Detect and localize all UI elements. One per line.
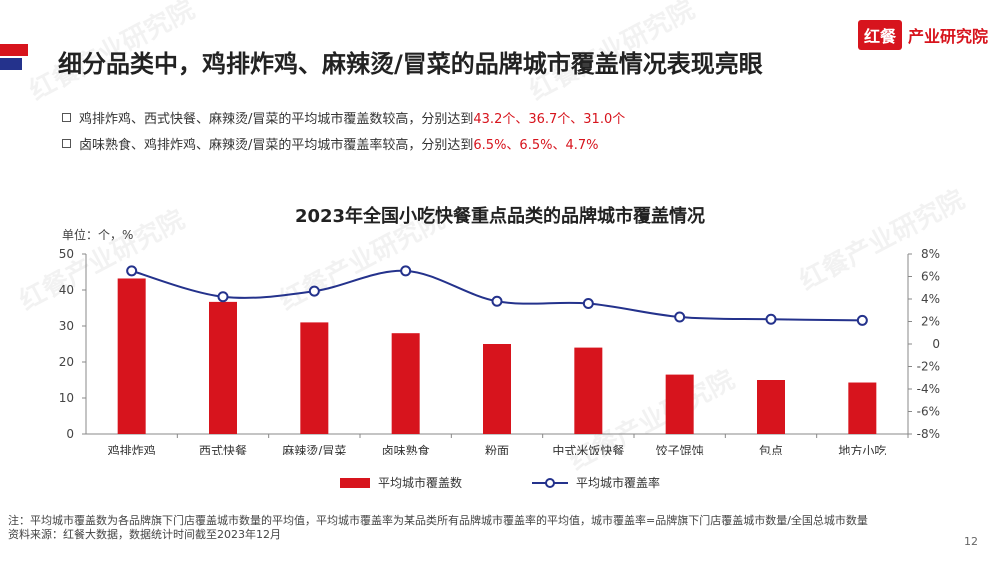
x-tick-label: 卤味熟食 [382,443,430,455]
bullet-item: 卤味熟食、鸡排炸鸡、麻辣烫/冒菜的平均城市覆盖率较高，分别达到 6.5%、6.5… [62,130,625,156]
y-tick-label-right: -2% [917,360,940,374]
y-tick-label-left: 10 [59,391,74,405]
brand-logo: 红餐 产业研究院 [858,20,988,50]
line-point [126,265,138,277]
bullet-item: 鸡排炸鸡、西式快餐、麻辣烫/冒菜的平均城市覆盖数较高，分别达到 43.2个、36… [62,104,625,130]
line-point [217,291,229,303]
note-text: 注：平均城市覆盖数为各品牌旗下门店覆盖城市数量的平均值，平均城市覆盖率为某品类所… [8,514,868,527]
bullet-highlight: 6.5%、6.5%、4.7% [473,137,599,153]
y-tick-label-left: 50 [59,247,74,261]
x-tick-label: 西式快餐 [199,443,247,455]
line-point [674,311,686,323]
y-tick-label-left: 0 [66,427,74,441]
bar [483,344,511,434]
y-tick-label-right: -6% [917,405,940,419]
bar [209,301,237,434]
bar [848,382,877,434]
bar [757,380,785,434]
y-tick-label-right: 8% [921,247,940,261]
line-point [765,313,777,325]
unit-label: 单位：个，% [62,228,134,242]
checkbox-square-icon [62,138,71,148]
page-number: 12 [964,535,978,548]
checkbox-square-icon [62,112,71,122]
logo-text: 产业研究院 [908,27,989,46]
bullet-highlight: 43.2个、36.7个、31.0个 [473,111,626,127]
x-tick-label: 饺子馄饨 [656,443,704,455]
logo-mark: 红餐 [858,20,903,50]
x-tick-label: 地方小吃 [838,443,886,455]
footnotes: 注：平均城市覆盖数为各品牌旗下门店覆盖城市数量的平均值，平均城市覆盖率为某品类所… [8,514,888,542]
bullet-text: 卤味熟食、鸡排炸鸡、麻辣烫/冒菜的平均城市覆盖率较高，分别达到 [79,137,474,153]
chart-title: 2023年全国小吃快餐重点品类的品牌城市覆盖情况 [294,206,706,227]
line-point [582,298,594,309]
legend-label: 平均城市覆盖数 [377,476,462,490]
y-tick-label-left: 20 [59,355,74,369]
bar [574,347,603,434]
legend-label: 平均城市覆盖率 [576,476,661,490]
line-point [308,285,320,297]
bar [391,333,420,434]
bullet-list: 鸡排炸鸡、西式快餐、麻辣烫/冒菜的平均城市覆盖数较高，分别达到 43.2个、36… [62,104,625,156]
x-tick-label: 鸡排炸鸡 [108,443,156,455]
legend-item-bar: 平均城市覆盖数 [339,474,462,491]
y-tick-label-right: 4% [921,292,940,306]
chart-legend: 平均城市覆盖数 平均城市覆盖率 [0,474,1000,491]
series-line [131,269,863,322]
source-text: 资料来源：红餐大数据，数据统计时间截至2023年12月 [8,528,281,541]
y-tick-label-right: 2% [921,315,940,329]
legend-item-line: 平均城市覆盖率 [532,474,660,491]
x-tick-label: 中式米饭快餐 [552,443,624,455]
y-tick-label-right: 6% [921,270,940,284]
bar [300,322,329,434]
bar [665,374,694,434]
y-tick-label-right: 0 [932,337,940,351]
x-tick-label: 包点 [759,444,783,455]
bullet-text: 鸡排炸鸡、西式快餐、麻辣烫/冒菜的平均城市覆盖数较高，分别达到 [79,111,474,127]
y-tick-label-right: -4% [917,382,940,396]
combo-chart: 0 10 20 30 40 50 -8% -6% -4% -2% 0 2% 4% 6% 8% 鸡排炸鸡 西式快餐… [59,247,940,455]
page-title: 细分品类中，鸡排炸鸡、麻辣烫/冒菜的品牌城市覆盖情况表现亮眼 [58,50,763,78]
legend-line-swatch [532,477,568,488]
y-tick-label-left: 30 [59,319,74,333]
x-tick-label: 粉面 [485,444,509,455]
x-tick-label: 麻辣烫/冒菜 [282,443,346,455]
line-point [856,314,868,326]
y-tick-label-left: 40 [59,283,74,297]
line-point [400,265,412,277]
legend-bar-swatch [339,477,370,488]
line-point [491,295,503,307]
y-tick-label-right: -8% [917,427,940,441]
bar [117,278,146,434]
header-accent-bar [0,44,36,70]
